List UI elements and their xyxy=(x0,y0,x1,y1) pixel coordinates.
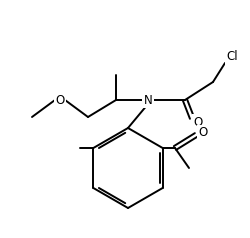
Text: Cl: Cl xyxy=(226,50,238,64)
Text: O: O xyxy=(198,127,207,139)
Text: O: O xyxy=(56,94,64,106)
Text: O: O xyxy=(194,115,202,129)
Text: N: N xyxy=(144,94,152,106)
